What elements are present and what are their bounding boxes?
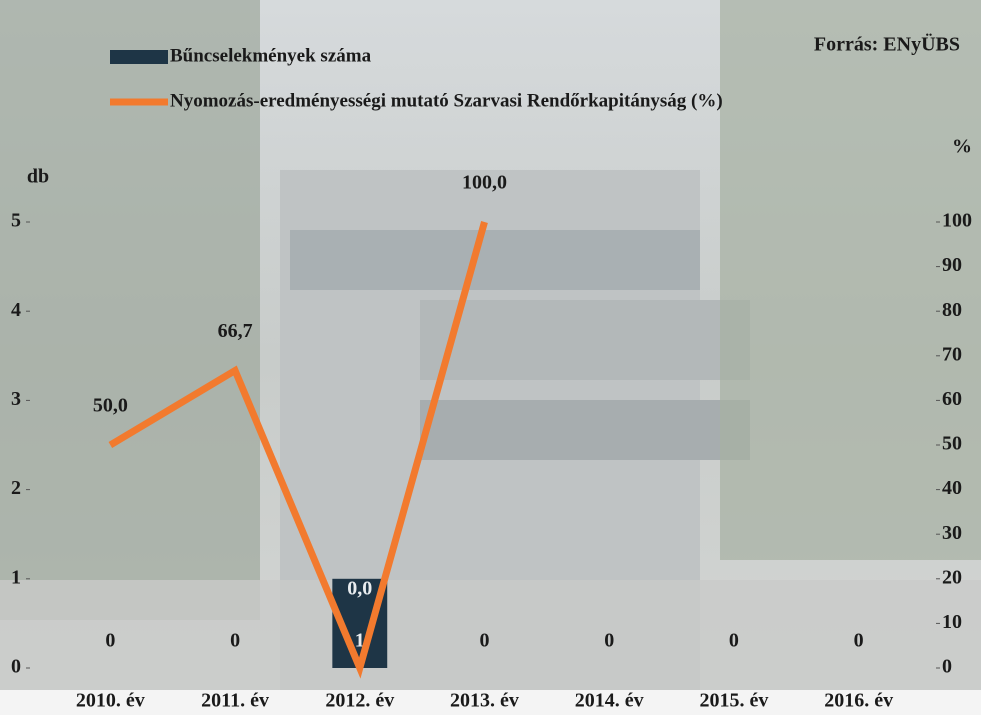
line-value-label: 0,0 — [347, 578, 372, 600]
bar-value-label: 0 — [230, 630, 240, 652]
y2-tick-label: 0 — [942, 656, 952, 678]
line-series — [108, 221, 488, 679]
source-annotation: Forrás: ENyÜBS — [814, 33, 960, 56]
bar-value-label: 0 — [729, 630, 739, 652]
y2-tick-label: 100 — [942, 210, 972, 232]
x-tick-label: 2015. év — [699, 690, 768, 712]
bar-value-label: 0 — [604, 630, 614, 652]
legend-label: Nyomozás-eredményességi mutató Szarvasi … — [170, 90, 723, 111]
x-tick-label: 2014. év — [575, 690, 644, 712]
y2-tick-label: 50 — [942, 433, 962, 455]
y2-tick-label: 20 — [942, 566, 962, 588]
x-tick-label: 2016. év — [824, 690, 893, 712]
x-tick-label: 2012. év — [325, 690, 394, 712]
y-tick-label: 1 — [11, 566, 21, 588]
y-tick-label: 4 — [11, 299, 21, 321]
bar-value-label: 0 — [854, 630, 864, 652]
bar-value-label: 0 — [105, 630, 115, 652]
y2-tick-label: 70 — [942, 343, 962, 365]
line-value-label: 50,0 — [93, 395, 128, 417]
y2-axis-label: % — [952, 136, 972, 158]
y-tick-label: 3 — [11, 388, 21, 410]
x-tick-label: 2013. év — [450, 690, 519, 712]
y2-tick-label: 40 — [942, 477, 962, 499]
y2-tick-label: 90 — [942, 254, 962, 276]
y2-tick-label: 30 — [942, 522, 962, 544]
legend-swatch — [110, 50, 168, 64]
y2-tick-label: 10 — [942, 611, 962, 633]
y-tick-label: 0 — [11, 656, 21, 678]
y-axis-label: db — [27, 166, 49, 188]
y2-tick-label: 60 — [942, 388, 962, 410]
x-tick-label: 2010. év — [76, 690, 145, 712]
y-tick-label: 2 — [11, 477, 21, 499]
line-value-label: 100,0 — [462, 172, 507, 194]
x-tick-label: 2011. év — [201, 690, 269, 712]
line-value-label: 66,7 — [218, 320, 253, 342]
y2-tick-label: 80 — [942, 299, 962, 321]
y-tick-label: 5 — [11, 210, 21, 232]
bar-value-label: 1 — [355, 630, 365, 652]
bar-value-label: 0 — [480, 630, 490, 652]
legend-label: Bűncselekmények száma — [170, 45, 372, 66]
